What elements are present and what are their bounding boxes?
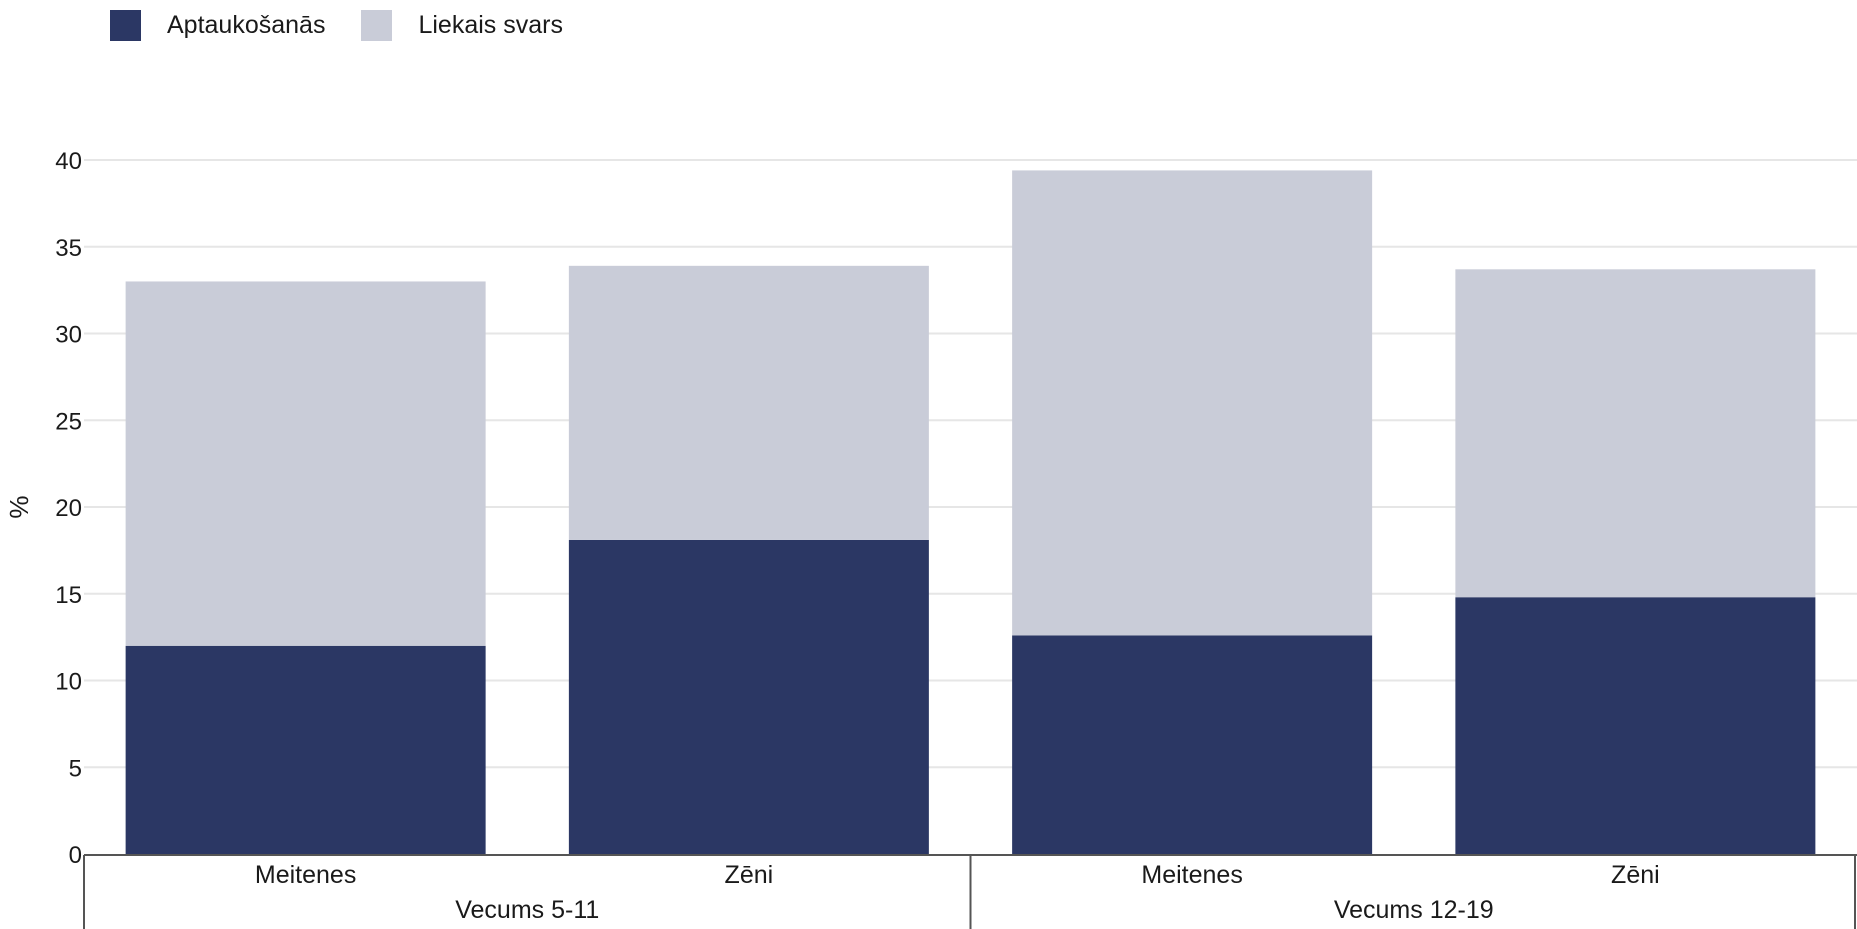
y-tick-label: 25 <box>55 408 82 435</box>
bar-aptaukosanas <box>1012 635 1373 854</box>
y-tick-label: 35 <box>55 235 82 262</box>
y-tick-label: 20 <box>55 495 82 522</box>
y-tick-label: 15 <box>55 582 82 609</box>
bar-liekais-svars <box>568 265 929 540</box>
y-tick-label: 5 <box>69 755 82 782</box>
chart-legend: Aptaukošanās Liekais svars <box>110 10 599 41</box>
legend-item-liekais-svars: Liekais svars <box>361 10 563 41</box>
x-category-label: Zēni <box>725 861 774 889</box>
legend-item-aptaukosanas: Aptaukošanās <box>110 10 325 41</box>
legend-swatch-liekais-svars <box>361 10 393 41</box>
axes: 0 5 10 15 20 25 30 35 40 Meitenes Zēni Meitenes Zēni… <box>55 148 1857 929</box>
bar-liekais-svars <box>1455 269 1816 598</box>
y-tick-label: 0 <box>69 842 82 869</box>
x-group-label: Vecums 12-19 <box>1334 896 1494 924</box>
bar-aptaukosanas <box>125 645 486 854</box>
legend-swatch-aptaukosanas <box>110 10 141 41</box>
bars <box>125 170 1816 854</box>
y-tick-label: 30 <box>55 322 82 349</box>
x-category-label: Zēni <box>1611 861 1660 889</box>
y-axis-label: % <box>4 495 34 518</box>
legend-label-aptaukosanas: Aptaukošanās <box>167 11 326 39</box>
bar-aptaukosanas <box>568 539 929 854</box>
x-group-label: Vecums 5-11 <box>455 896 599 924</box>
bar-aptaukosanas <box>1455 597 1816 854</box>
legend-label-liekais-svars: Liekais svars <box>418 11 563 39</box>
y-tick-label: 10 <box>55 669 82 696</box>
x-category-label: Meitenes <box>255 861 356 889</box>
x-category-label: Meitenes <box>1141 861 1242 889</box>
bar-liekais-svars <box>125 281 486 646</box>
bar-liekais-svars <box>1012 170 1373 636</box>
y-tick-label: 40 <box>55 148 82 175</box>
